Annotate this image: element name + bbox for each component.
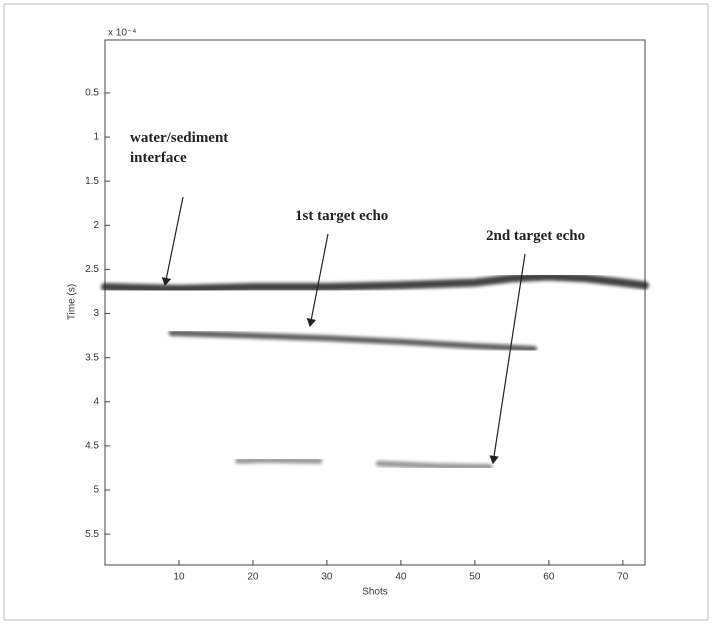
echo-line	[235, 456, 493, 471]
y-tick-label: 2	[93, 220, 99, 231]
annotation-arrow	[306, 233, 329, 328]
y-tick-label: 5	[93, 485, 99, 496]
plot-area	[104, 39, 646, 566]
echo-line	[168, 329, 538, 352]
y-tick-label: 1.5	[85, 176, 99, 187]
y-axis-label: Time (s)	[67, 284, 78, 320]
echo-line	[101, 272, 649, 293]
x-tick-label: 30	[321, 572, 333, 583]
x-tick-label: 20	[247, 572, 259, 583]
x-tick-label: 50	[469, 572, 481, 583]
x-axis-label: Shots	[362, 587, 388, 598]
y-tick-label: 4.5	[85, 441, 99, 452]
y-tick-label: 3	[93, 308, 99, 319]
y-multiplier: x 10⁻⁴	[108, 28, 136, 39]
annotation: 1st target echo	[295, 208, 388, 224]
annotation-arrow	[489, 253, 526, 465]
y-tick-label: 1	[93, 132, 99, 143]
y-tick-label: 2.5	[85, 264, 99, 275]
y-tick-label: 4	[93, 396, 99, 407]
y-tick-label: 3.5	[85, 352, 99, 363]
x-tick-label: 60	[543, 572, 555, 583]
x-tick-label: 10	[173, 572, 185, 583]
annotation: water/sediment	[130, 130, 228, 146]
x-tick-label: 70	[617, 572, 629, 583]
x-tick-label: 40	[395, 572, 407, 583]
y-tick-label: 0.5	[85, 88, 99, 99]
annotation: interface	[130, 150, 187, 166]
y-tick-label: 5.5	[85, 529, 99, 540]
annotation-arrow	[161, 196, 184, 287]
frame	[3, 3, 709, 621]
annotation: 2nd target echo	[486, 228, 585, 244]
